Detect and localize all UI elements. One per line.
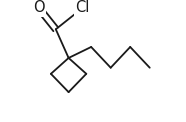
Text: Cl: Cl bbox=[76, 0, 90, 15]
Text: O: O bbox=[33, 0, 44, 15]
